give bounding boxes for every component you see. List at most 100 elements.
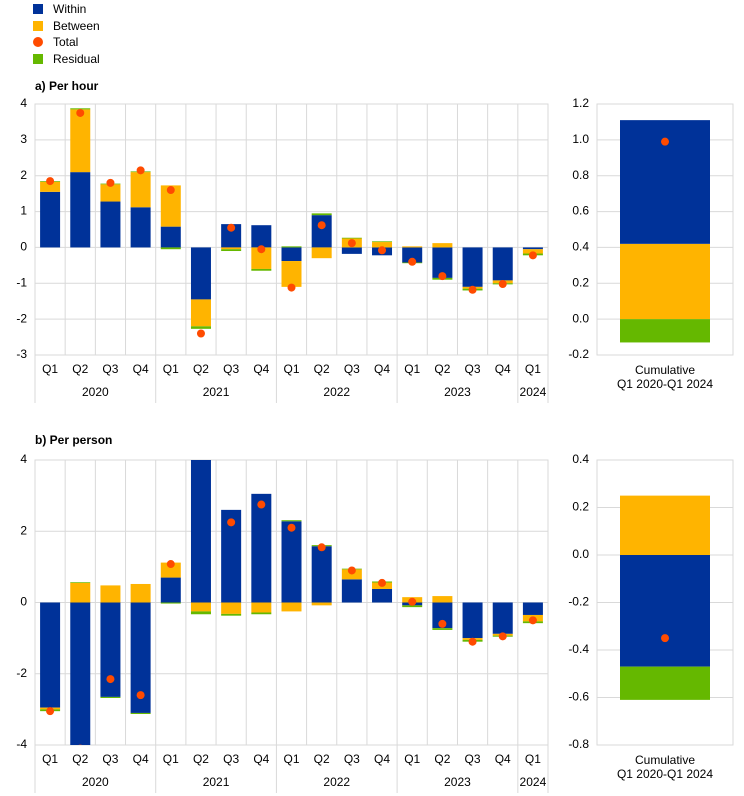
bar bbox=[221, 249, 242, 252]
bar bbox=[341, 237, 362, 239]
bar bbox=[281, 520, 302, 522]
total-dot bbox=[498, 280, 507, 289]
x-tick-label: Q1 bbox=[42, 362, 58, 376]
legend-swatch bbox=[33, 54, 43, 64]
x-tick-label: Q4 bbox=[133, 752, 149, 766]
x-tick-label: Q4 bbox=[133, 362, 149, 376]
total-dot bbox=[76, 108, 85, 117]
legend-item: Residual bbox=[33, 51, 100, 67]
legend-item: Between bbox=[33, 18, 100, 34]
bar bbox=[492, 602, 513, 634]
bar bbox=[281, 521, 302, 603]
bar bbox=[620, 319, 710, 343]
x-tick-label: Q2 bbox=[314, 752, 330, 766]
bar bbox=[311, 247, 332, 259]
total-dot bbox=[78, 744, 83, 745]
total-dot bbox=[227, 223, 236, 232]
bar bbox=[402, 246, 423, 248]
y-tick-label: 3 bbox=[20, 132, 27, 146]
bar bbox=[100, 201, 121, 248]
y-tick-label: 4 bbox=[20, 452, 27, 466]
bar bbox=[251, 268, 272, 271]
total-dot bbox=[468, 285, 477, 294]
bar bbox=[100, 696, 121, 698]
bar bbox=[492, 247, 513, 281]
y-tick-label: 1.2 bbox=[572, 96, 589, 110]
y-tick-label: -0.4 bbox=[568, 642, 589, 656]
x-tick-label: Q1 bbox=[283, 362, 299, 376]
total-dot bbox=[197, 449, 205, 457]
total-dot bbox=[317, 543, 326, 552]
bar bbox=[522, 247, 543, 250]
y-tick-label: 0.2 bbox=[572, 500, 589, 514]
x-group-label: 2023 bbox=[444, 385, 471, 399]
bar bbox=[221, 602, 242, 614]
legend-swatch bbox=[33, 37, 43, 47]
bar bbox=[311, 215, 332, 248]
bar bbox=[70, 109, 91, 173]
x-tick-label: Q4 bbox=[253, 752, 269, 766]
bar bbox=[341, 579, 362, 603]
y-tick-label: -0.6 bbox=[568, 690, 589, 704]
y-tick-label: 0.2 bbox=[572, 275, 589, 289]
legend-label: Between bbox=[53, 19, 100, 33]
bar bbox=[620, 555, 710, 667]
chart-title: a) Per hour bbox=[35, 79, 99, 93]
x-tick-label-box: Cumulative Q1 2020-Q1 2024 bbox=[617, 753, 713, 781]
bar bbox=[281, 261, 302, 287]
bar bbox=[432, 243, 453, 248]
y-tick-label: -1 bbox=[16, 275, 27, 289]
bar bbox=[221, 613, 242, 616]
y-tick-label: -0.8 bbox=[568, 737, 589, 751]
total-dot bbox=[347, 566, 356, 575]
bar bbox=[251, 602, 272, 613]
bar bbox=[432, 628, 453, 630]
bar bbox=[281, 602, 302, 612]
total-dot bbox=[136, 166, 145, 175]
x-tick-label: Q2 bbox=[314, 362, 330, 376]
bar bbox=[130, 207, 151, 248]
total-dot bbox=[136, 691, 145, 700]
x-tick-label: Q3 bbox=[223, 752, 239, 766]
bar bbox=[281, 247, 302, 262]
y-tick-label: 1 bbox=[20, 204, 27, 218]
bar bbox=[100, 184, 121, 202]
x-tick-label: Q2 bbox=[72, 362, 88, 376]
chart-title: b) Per person bbox=[35, 433, 112, 447]
total-dot bbox=[498, 632, 507, 641]
y-tick-label: -2 bbox=[16, 311, 27, 325]
x-tick-label: Q3 bbox=[465, 362, 481, 376]
bar bbox=[432, 247, 453, 278]
x-tick-label: Q3 bbox=[465, 752, 481, 766]
total-dot bbox=[528, 616, 537, 625]
x-tick-label: Q2 bbox=[434, 362, 450, 376]
x-tick-label: Q1 bbox=[283, 752, 299, 766]
x-tick-label: Q1 bbox=[163, 362, 179, 376]
total-dot bbox=[378, 578, 387, 587]
x-tick-label: Q2 bbox=[193, 752, 209, 766]
y-tick-label: 0.8 bbox=[572, 168, 589, 182]
bar bbox=[190, 460, 211, 603]
bar bbox=[281, 246, 302, 248]
bar bbox=[620, 666, 710, 700]
x-tick-label: Q3 bbox=[102, 362, 118, 376]
bar bbox=[70, 582, 91, 603]
bar bbox=[100, 602, 121, 697]
x-tick-label: Q4 bbox=[374, 752, 390, 766]
x-tick-label-box: Cumulative Q1 2020-Q1 2024 bbox=[617, 363, 713, 391]
x-tick-label: Q2 bbox=[193, 362, 209, 376]
total-dot bbox=[408, 257, 417, 266]
bar bbox=[40, 181, 61, 192]
x-group-label: 2022 bbox=[323, 385, 350, 399]
bar bbox=[70, 108, 91, 110]
bar bbox=[251, 247, 272, 269]
bar bbox=[130, 172, 151, 208]
y-tick-label: 1.0 bbox=[572, 132, 589, 146]
y-tick-label: -4 bbox=[16, 737, 27, 751]
x-tick-label: Q4 bbox=[495, 752, 511, 766]
total-dot bbox=[347, 239, 356, 248]
total-dot bbox=[46, 177, 55, 186]
total-dot bbox=[257, 500, 266, 509]
x-tick-label: Q1 bbox=[163, 752, 179, 766]
y-tick-label: -2 bbox=[16, 666, 27, 680]
